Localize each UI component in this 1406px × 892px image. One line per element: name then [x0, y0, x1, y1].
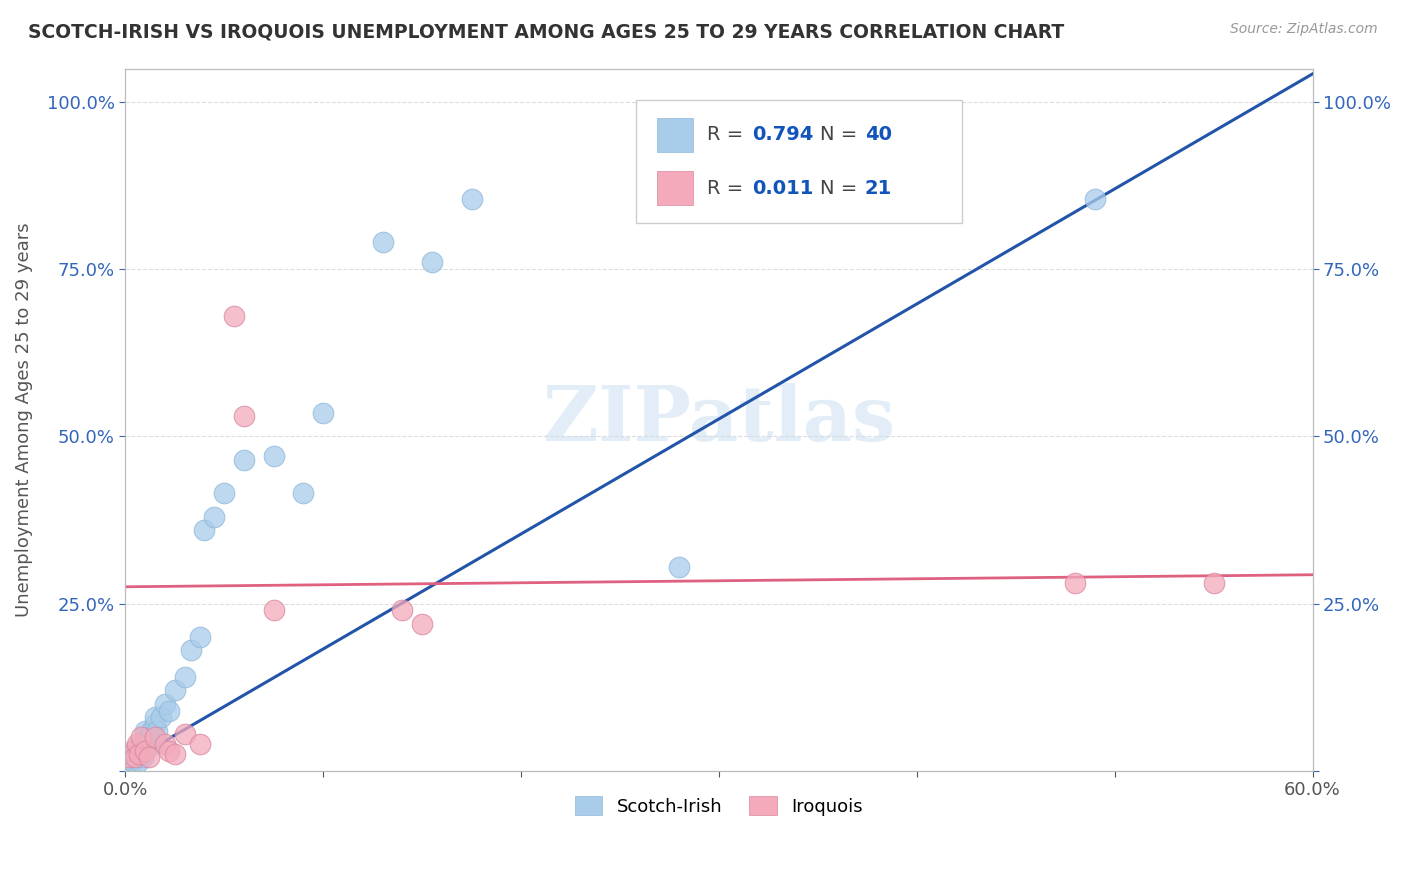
Point [134, 723, 156, 738]
Point [128, 744, 150, 758]
Point [143, 717, 166, 731]
Text: 0.011: 0.011 [752, 178, 814, 198]
Text: 0.794: 0.794 [752, 126, 814, 145]
Text: R =: R = [707, 126, 749, 145]
Point [163, 747, 186, 761]
Point [193, 523, 215, 537]
Point [292, 486, 315, 500]
Point [129, 747, 152, 761]
Point [180, 643, 202, 657]
Point [371, 235, 394, 250]
Legend: Scotch-Irish, Iroquois: Scotch-Irish, Iroquois [567, 788, 872, 825]
Point [124, 750, 146, 764]
Point [127, 737, 149, 751]
Point [128, 747, 150, 761]
Point [138, 731, 160, 745]
Point [129, 731, 152, 745]
Text: 40: 40 [865, 126, 891, 145]
Point [411, 616, 433, 631]
Point [128, 754, 150, 768]
Point [876, 182, 898, 196]
Point [153, 737, 176, 751]
Point [157, 704, 180, 718]
Point [668, 559, 690, 574]
Point [139, 723, 162, 738]
Text: 21: 21 [865, 178, 893, 198]
Point [124, 750, 146, 764]
Text: Source: ZipAtlas.com: Source: ZipAtlas.com [1230, 22, 1378, 37]
Point [134, 731, 156, 745]
Point [391, 603, 413, 617]
Point [149, 710, 172, 724]
Point [122, 744, 145, 758]
Text: N =: N = [820, 126, 863, 145]
Point [263, 603, 285, 617]
Text: ZIPatlas: ZIPatlas [543, 383, 896, 457]
Point [224, 309, 246, 323]
Point [127, 747, 149, 761]
Point [142, 737, 165, 751]
Point [157, 744, 180, 758]
FancyBboxPatch shape [657, 118, 693, 152]
Point [146, 723, 169, 738]
Point [190, 630, 212, 644]
Point [212, 486, 235, 500]
Text: N =: N = [820, 178, 863, 198]
Point [134, 744, 156, 758]
FancyBboxPatch shape [636, 100, 962, 223]
Point [122, 754, 145, 768]
Point [138, 750, 160, 764]
Point [153, 697, 176, 711]
Point [190, 737, 212, 751]
Point [127, 740, 149, 755]
Point [263, 450, 285, 464]
Point [460, 192, 482, 206]
Point [118, 760, 141, 774]
Point [118, 750, 141, 764]
Point [143, 710, 166, 724]
Point [134, 737, 156, 751]
Text: SCOTCH-IRISH VS IROQUOIS UNEMPLOYMENT AMONG AGES 25 TO 29 YEARS CORRELATION CHAR: SCOTCH-IRISH VS IROQUOIS UNEMPLOYMENT AM… [28, 22, 1064, 41]
Point [132, 750, 155, 764]
FancyBboxPatch shape [657, 171, 693, 205]
Point [120, 757, 142, 772]
Point [233, 452, 256, 467]
Point [1064, 576, 1087, 591]
Text: R =: R = [707, 178, 749, 198]
Point [173, 670, 195, 684]
Point [163, 683, 186, 698]
Point [143, 731, 166, 745]
Point [233, 409, 256, 424]
Point [312, 406, 335, 420]
Y-axis label: Unemployment Among Ages 25 to 29 years: Unemployment Among Ages 25 to 29 years [15, 222, 32, 617]
Point [420, 255, 443, 269]
Point [173, 727, 195, 741]
Point [124, 744, 146, 758]
Point [1084, 192, 1107, 206]
Point [202, 509, 225, 524]
Point [1202, 576, 1225, 591]
